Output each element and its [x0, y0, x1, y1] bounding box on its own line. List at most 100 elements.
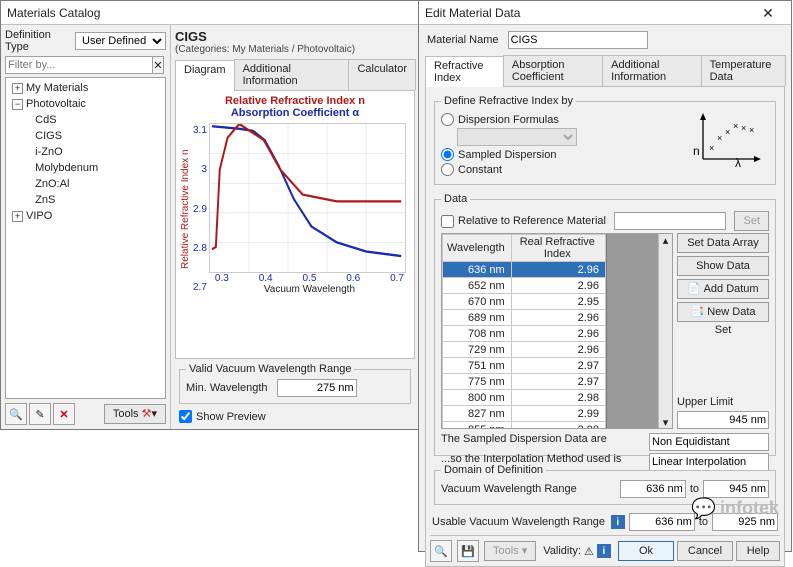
- tab-refractive-index[interactable]: Refractive Index: [425, 56, 504, 87]
- radio-sampled-dispersion[interactable]: [441, 148, 454, 161]
- filter-input[interactable]: [5, 56, 153, 74]
- define-by-legend: Define Refractive Index by: [441, 95, 576, 107]
- legend-refractive: Relative Refractive Index n: [180, 95, 410, 107]
- svg-text:λ: λ: [735, 156, 741, 167]
- data-group: Data Relative to Reference Material Set …: [434, 193, 776, 456]
- radio-dispersion-formulas[interactable]: [441, 113, 454, 126]
- valid-range-group: Valid Vacuum Wavelength Range Min. Wavel…: [179, 363, 411, 404]
- show-data-array-button[interactable]: Show Data Array: [677, 256, 769, 276]
- define-by-group: Define Refractive Index by Dispersion Fo…: [434, 95, 776, 185]
- dispersion-table[interactable]: Wavelength Real Refractive Index 636 nm2…: [442, 234, 606, 428]
- tree-my-materials[interactable]: My Materials: [26, 82, 88, 94]
- table-row[interactable]: 827 nm2.99: [443, 406, 606, 422]
- svg-text:×: ×: [725, 127, 730, 137]
- warning-icon: ⚠: [584, 545, 594, 558]
- preview-categories: (Categories: My Materials / Photovoltaic…: [175, 44, 415, 55]
- radio-constant[interactable]: [441, 163, 454, 176]
- tree-item[interactable]: i-ZnO: [26, 144, 161, 160]
- tree-photovoltaic[interactable]: Photovoltaic: [26, 98, 86, 110]
- edit-titlebar: Edit Material Data ✕: [419, 1, 791, 25]
- svg-text:×: ×: [717, 133, 722, 143]
- upper-limit-input[interactable]: [677, 411, 769, 429]
- tools-button-2: Tools ▾: [484, 541, 536, 561]
- tab-additional-info[interactable]: Additional Information: [234, 59, 350, 90]
- edit-title: Edit Material Data: [425, 1, 751, 25]
- vac-range-label: Vacuum Wavelength Range: [441, 483, 616, 495]
- material-name-label: Material Name: [427, 34, 499, 46]
- add-datum-button[interactable]: 📄 Add Datum: [677, 279, 769, 299]
- edit-icon[interactable]: ✎: [29, 403, 51, 425]
- n-lambda-diagram: n λ ××××××: [689, 111, 769, 178]
- ok-button[interactable]: Ok: [618, 541, 674, 561]
- usable-to-input[interactable]: [712, 513, 778, 531]
- table-row[interactable]: 855 nm2.98: [443, 422, 606, 429]
- usable-from-input[interactable]: [629, 513, 695, 531]
- sampled-value1: [649, 433, 769, 451]
- table-row[interactable]: 800 nm2.98: [443, 390, 606, 406]
- table-row[interactable]: 708 nm2.96: [443, 326, 606, 342]
- table-row[interactable]: 751 nm2.97: [443, 358, 606, 374]
- info-icon-2[interactable]: i: [597, 544, 611, 558]
- table-row[interactable]: 652 nm2.96: [443, 278, 606, 294]
- save-icon[interactable]: 💾: [457, 540, 479, 562]
- col-index: Real Refractive Index: [511, 235, 605, 262]
- material-name-input[interactable]: [508, 31, 648, 49]
- set-data-array-button[interactable]: Set Data Array: [677, 233, 769, 253]
- vac-from-input[interactable]: [620, 480, 686, 498]
- materials-tree[interactable]: +My Materials −Photovoltaic CdS CIGS i-Z…: [5, 77, 166, 399]
- legend-absorption: Absorption Coefficient α: [180, 107, 410, 119]
- delete-icon[interactable]: ✕: [53, 403, 75, 425]
- table-row[interactable]: 729 nm2.96: [443, 342, 606, 358]
- table-row[interactable]: 636 nm2.96: [443, 262, 606, 278]
- tree-vipo[interactable]: VIPO: [26, 210, 52, 222]
- show-preview-checkbox[interactable]: [179, 410, 192, 423]
- col-wavelength: Wavelength: [443, 235, 512, 262]
- dispersion-formula-select: [457, 128, 577, 146]
- tree-item[interactable]: ZnS: [26, 192, 161, 208]
- help-button[interactable]: Help: [736, 541, 780, 561]
- materials-catalog-window: Materials Catalog Definition Type User D…: [0, 0, 420, 430]
- svg-text:×: ×: [741, 123, 746, 133]
- tab-diagram[interactable]: Diagram: [175, 60, 235, 91]
- tab-absorption[interactable]: Absorption Coefficient: [503, 55, 603, 86]
- relative-label: Relative to Reference Material: [458, 215, 606, 227]
- new-data-set-button[interactable]: 📑 New Data Set: [677, 302, 769, 322]
- table-scrollbar[interactable]: ▴ ▾: [658, 234, 672, 428]
- catalog-title: Materials Catalog: [7, 1, 413, 25]
- tab-addinfo[interactable]: Additional Information: [602, 55, 701, 86]
- sampled-note1: The Sampled Dispersion Data are: [441, 433, 649, 451]
- relative-checkbox[interactable]: [441, 215, 454, 228]
- vac-to-input[interactable]: [703, 480, 769, 498]
- tree-item[interactable]: CIGS: [26, 128, 161, 144]
- search-icon[interactable]: 🔍: [5, 403, 27, 425]
- min-wavelength-input[interactable]: [277, 379, 357, 397]
- valid-range-legend: Valid Vacuum Wavelength Range: [186, 363, 354, 375]
- min-wavelength-label: Min. Wavelength: [186, 382, 268, 394]
- table-row[interactable]: 775 nm2.97: [443, 374, 606, 390]
- data-legend: Data: [441, 193, 470, 205]
- reference-material-input[interactable]: [614, 212, 727, 230]
- usable-label: Usable Vacuum Wavelength Range: [432, 516, 607, 528]
- validity-label: Validity:: [543, 545, 581, 557]
- tools-button[interactable]: Tools ⚒▾: [104, 404, 166, 424]
- table-row[interactable]: 689 nm2.96: [443, 310, 606, 326]
- filter-clear-icon[interactable]: ✕: [153, 56, 164, 74]
- search-icon-2[interactable]: 🔍: [430, 540, 452, 562]
- table-row[interactable]: 670 nm2.95: [443, 294, 606, 310]
- set-button: Set: [734, 211, 769, 231]
- tab-calculator[interactable]: Calculator: [348, 59, 416, 90]
- tree-item[interactable]: ZnO:Al: [26, 176, 161, 192]
- domain-legend: Domain of Definition: [441, 464, 546, 476]
- info-icon[interactable]: i: [611, 515, 625, 529]
- cancel-button[interactable]: Cancel: [677, 541, 733, 561]
- tree-item[interactable]: CdS: [26, 112, 161, 128]
- tree-item[interactable]: Molybdenum: [26, 160, 161, 176]
- chart-ylabel: Relative Refractive Index n: [180, 119, 191, 299]
- svg-text:×: ×: [749, 125, 754, 135]
- chart-svg: [210, 124, 405, 272]
- catalog-titlebar: Materials Catalog: [1, 1, 419, 25]
- definition-type-select[interactable]: User Defined: [75, 32, 166, 50]
- tab-tempdata[interactable]: Temperature Data: [701, 55, 786, 86]
- edit-material-window: Edit Material Data ✕ Material Name Refra…: [418, 0, 792, 552]
- close-icon[interactable]: ✕: [751, 1, 785, 25]
